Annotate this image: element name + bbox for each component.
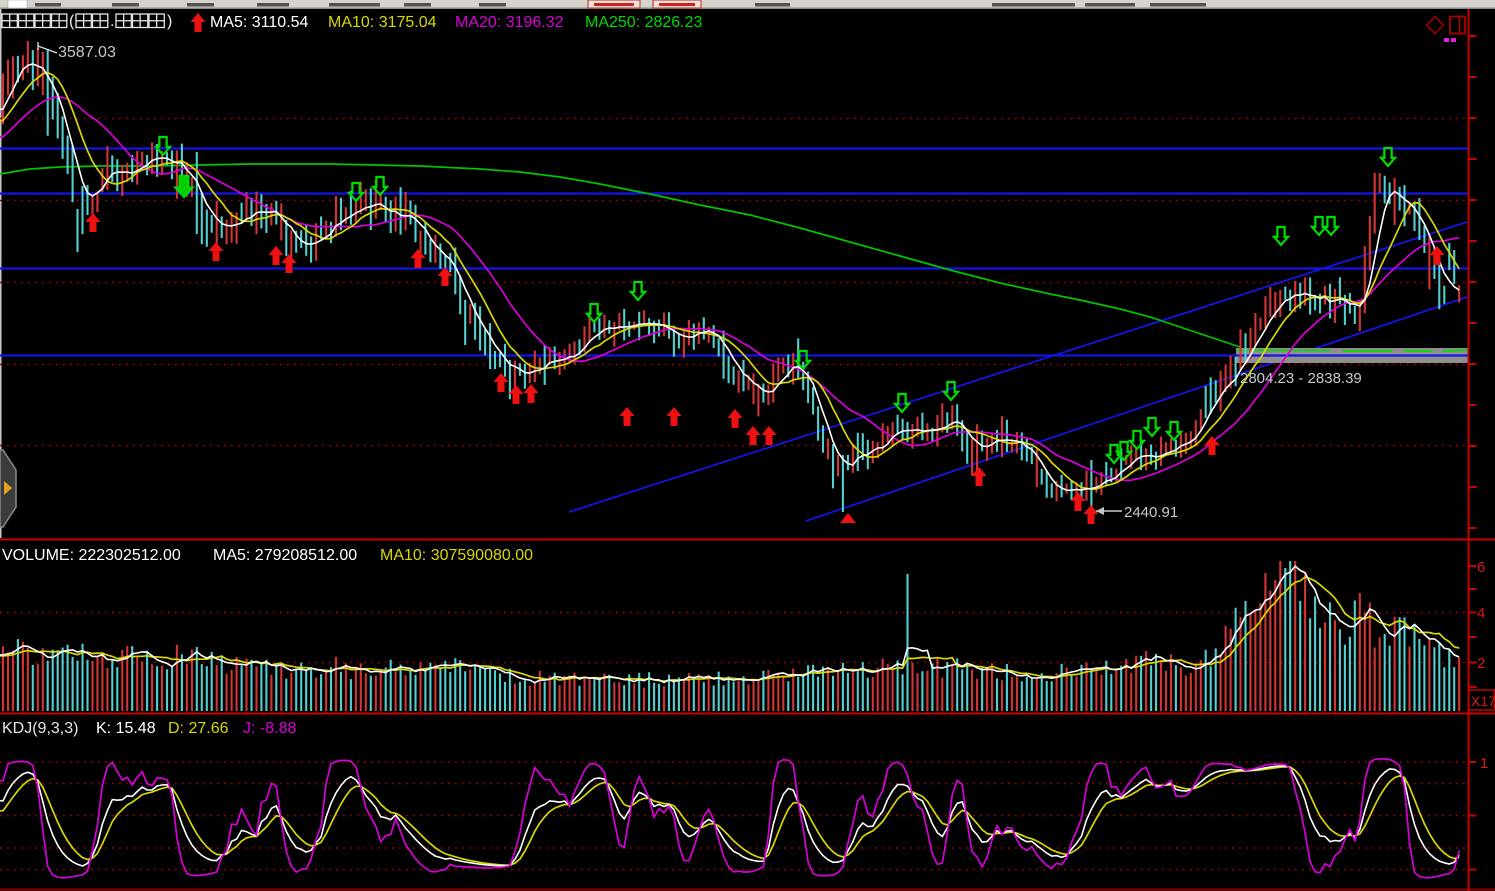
svg-text:6: 6 bbox=[1477, 559, 1485, 576]
svg-text:2: 2 bbox=[1477, 655, 1485, 672]
svg-text:J: -8.88: J: -8.88 bbox=[243, 720, 296, 737]
svg-text:MA10: 3175.04: MA10: 3175.04 bbox=[328, 14, 437, 31]
svg-text:D: 27.66: D: 27.66 bbox=[168, 720, 229, 737]
svg-text:MA10: 307590080.00: MA10: 307590080.00 bbox=[380, 547, 533, 564]
svg-text:3587.03: 3587.03 bbox=[58, 44, 116, 61]
svg-text:MA5: 279208512.00: MA5: 279208512.00 bbox=[213, 547, 357, 564]
svg-text:VOLUME: 222302512.00: VOLUME: 222302512.00 bbox=[2, 547, 181, 564]
svg-text:(: ( bbox=[69, 13, 75, 30]
svg-text:KDJ(9,3,3): KDJ(9,3,3) bbox=[2, 720, 78, 737]
svg-text:): ) bbox=[167, 13, 172, 30]
svg-text:K: 15.48: K: 15.48 bbox=[96, 720, 156, 737]
svg-text:4: 4 bbox=[1477, 605, 1485, 622]
svg-text:.: . bbox=[110, 13, 114, 30]
svg-text:MA20: 3196.32: MA20: 3196.32 bbox=[455, 14, 564, 31]
svg-text:MA250: 2826.23: MA250: 2826.23 bbox=[585, 14, 703, 31]
svg-text:2440.91: 2440.91 bbox=[1124, 504, 1178, 521]
svg-text:2804.23 - 2838.39: 2804.23 - 2838.39 bbox=[1240, 370, 1362, 387]
svg-text:1: 1 bbox=[1480, 755, 1488, 772]
svg-text:X17: X17 bbox=[1471, 693, 1495, 709]
svg-text:MA5: 3110.54: MA5: 3110.54 bbox=[210, 14, 309, 31]
